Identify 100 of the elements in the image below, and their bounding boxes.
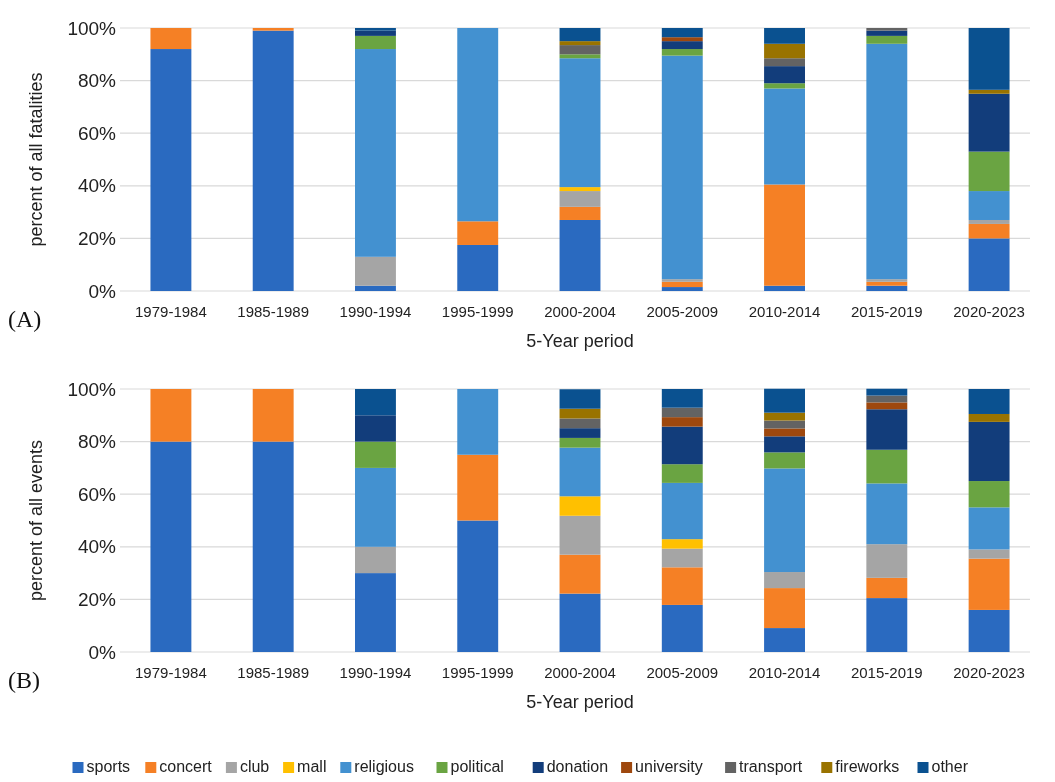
y-axis-title: percent of all fatalities: [26, 72, 46, 247]
bar: [661, 539, 703, 549]
bar: [866, 281, 908, 286]
bar: [968, 28, 1010, 90]
y-tick-label: 20%: [77, 589, 117, 611]
bar: [559, 45, 601, 55]
bar: [661, 55, 703, 280]
bar: [866, 449, 908, 484]
x-tick-label: 1995-1999: [441, 664, 514, 681]
bar: [764, 588, 805, 629]
bar: [559, 206, 601, 220]
bar: [866, 402, 908, 410]
y-tick-label: 0%: [88, 641, 117, 663]
bar: [968, 151, 1010, 192]
bar: [866, 285, 908, 291]
bar: [457, 244, 499, 291]
bar: [764, 28, 805, 44]
bar: [661, 37, 703, 42]
y-axis-title: percent of all events: [26, 439, 46, 602]
bar: [866, 598, 908, 652]
legend-label: donation: [546, 758, 609, 775]
legend-label: club: [239, 758, 270, 775]
bar: [661, 482, 703, 540]
bar: [559, 191, 601, 207]
bar: [355, 573, 396, 652]
bar: [968, 507, 1010, 550]
bar: [150, 389, 192, 442]
legend-label: mall: [297, 758, 327, 775]
bar: [661, 417, 703, 427]
bar: [661, 604, 703, 652]
bar: [252, 389, 294, 442]
x-tick-label: 1979-1984: [135, 303, 207, 320]
text: (B): [8, 667, 40, 693]
x-tick-label: 2015-2019: [850, 664, 923, 681]
bar: [661, 28, 703, 38]
bar: [764, 428, 805, 437]
bar: [355, 49, 396, 257]
bar: [355, 30, 396, 36]
bar: [457, 454, 499, 521]
legend-label: other: [931, 758, 969, 775]
x-tick-label: 2005-2009: [646, 303, 719, 320]
bar: [764, 452, 805, 469]
bar: [150, 49, 192, 291]
bar: [968, 558, 1010, 610]
bar: [559, 418, 601, 429]
bar: [559, 554, 601, 594]
legend-label: political: [450, 758, 504, 775]
bar: [559, 54, 601, 59]
x-tick-label: 2010-2014: [748, 664, 821, 681]
bar: [764, 628, 805, 652]
bar: [764, 436, 805, 453]
x-axis-title: 5-Year period: [526, 331, 634, 351]
bar: [866, 28, 908, 31]
legend-label: transport: [739, 758, 803, 775]
bar: [968, 421, 1010, 482]
bar: [457, 221, 499, 245]
bar: [764, 58, 805, 67]
x-tick-label: 1985-1989: [237, 303, 310, 320]
bar: [559, 515, 601, 555]
bar: [457, 520, 499, 652]
y-tick-label: 80%: [77, 431, 117, 453]
bar: [559, 28, 601, 42]
bar: [968, 93, 1010, 152]
bar: [355, 28, 396, 31]
legend-label: concert: [159, 758, 213, 775]
bar: [355, 256, 396, 286]
bar: [559, 428, 601, 438]
x-tick-label: 2020-2023: [953, 664, 1025, 681]
legend-label: religious: [354, 758, 414, 775]
bar: [559, 408, 601, 419]
x-axis-title: 5-Year period: [526, 692, 634, 712]
bar: [764, 285, 805, 291]
bar: [968, 223, 1010, 239]
bar: [661, 548, 703, 568]
bar: [866, 30, 908, 36]
bar: [661, 426, 703, 465]
x-tick-label: 2020-2023: [953, 303, 1025, 320]
y-tick-label: 0%: [88, 280, 117, 302]
y-tick-label: 100%: [67, 378, 117, 400]
bar: [559, 389, 601, 409]
bar: [355, 546, 396, 574]
bar: [968, 191, 1010, 220]
y-tick-label: 100%: [67, 17, 117, 39]
bar: [355, 285, 396, 291]
bar: [559, 447, 601, 497]
x-tick-label: 2015-2019: [850, 303, 923, 320]
bar: [968, 481, 1010, 508]
bar: [764, 83, 805, 89]
x-tick-label: 2010-2014: [748, 303, 821, 320]
bar: [661, 464, 703, 483]
y-tick-label: 20%: [77, 228, 117, 250]
bar: [661, 49, 703, 56]
bar: [559, 593, 601, 652]
bar: [764, 572, 805, 589]
bar: [764, 412, 805, 421]
bar: [968, 609, 1010, 652]
bar: [764, 184, 805, 286]
x-tick-label: 2000-2004: [544, 664, 616, 681]
bar: [661, 407, 703, 418]
bar: [252, 30, 294, 291]
